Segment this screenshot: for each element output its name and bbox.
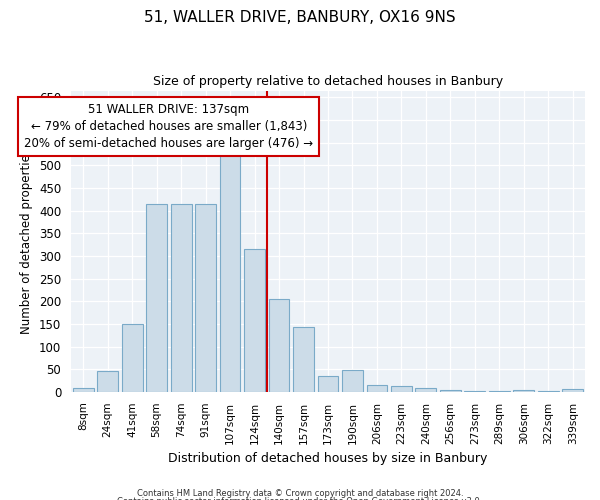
Text: Contains HM Land Registry data © Crown copyright and database right 2024.: Contains HM Land Registry data © Crown c…	[137, 488, 463, 498]
Bar	[97, 372, 118, 392]
Bar	[342, 370, 363, 392]
Bar	[220, 152, 241, 392]
Text: 51, WALLER DRIVE, BANBURY, OX16 9NS: 51, WALLER DRIVE, BANBURY, OX16 9NS	[144, 10, 456, 25]
Title: Size of property relative to detached houses in Banbury: Size of property relative to detached ho…	[153, 75, 503, 88]
Bar	[440, 390, 461, 392]
Bar	[122, 324, 143, 392]
X-axis label: Distribution of detached houses by size in Banbury: Distribution of detached houses by size …	[169, 452, 488, 465]
Text: Contains public sector information licensed under the Open Government Licence v3: Contains public sector information licen…	[118, 497, 482, 500]
Bar	[269, 299, 289, 392]
Bar	[514, 390, 534, 392]
Bar	[195, 204, 216, 392]
Bar	[244, 249, 265, 392]
Bar	[293, 328, 314, 392]
Bar	[562, 389, 583, 392]
Bar	[171, 204, 191, 392]
Text: 51 WALLER DRIVE: 137sqm
← 79% of detached houses are smaller (1,843)
20% of semi: 51 WALLER DRIVE: 137sqm ← 79% of detache…	[25, 103, 313, 150]
Bar	[391, 386, 412, 392]
Y-axis label: Number of detached properties: Number of detached properties	[20, 148, 34, 334]
Bar	[464, 391, 485, 392]
Bar	[73, 388, 94, 392]
Bar	[146, 204, 167, 392]
Bar	[415, 388, 436, 392]
Bar	[367, 385, 388, 392]
Bar	[317, 376, 338, 392]
